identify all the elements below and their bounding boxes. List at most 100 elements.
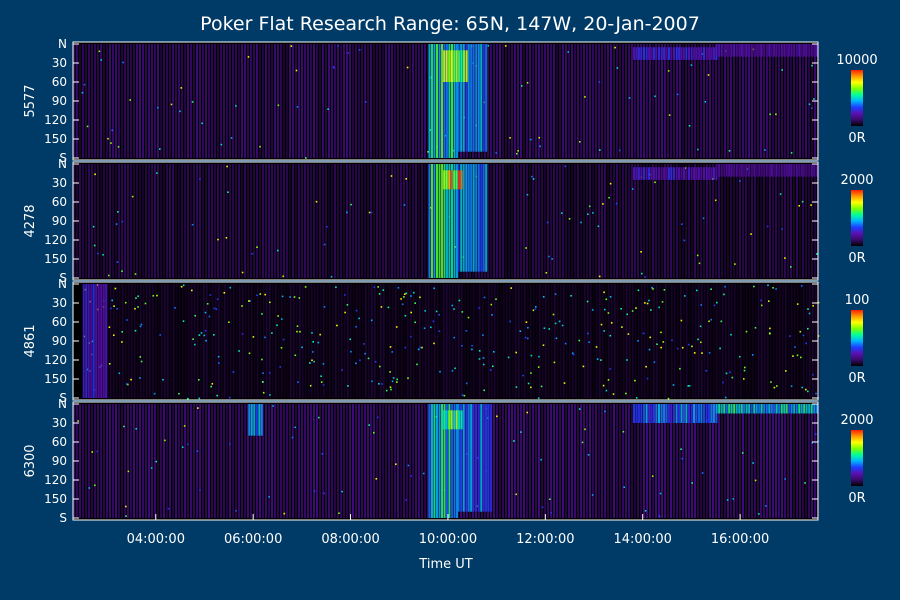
background-streak	[325, 164, 327, 278]
noise-pixel	[211, 383, 214, 385]
noise-pixel	[264, 293, 266, 296]
noise-pixel	[517, 150, 519, 152]
noise-pixel	[510, 287, 512, 289]
emission-streak	[720, 44, 723, 57]
emission-streak	[467, 44, 470, 152]
background-streak	[316, 164, 318, 278]
background-streak	[325, 404, 327, 518]
background-streak	[367, 164, 369, 278]
emission-streak	[793, 44, 796, 57]
background-streak	[322, 284, 325, 398]
emission-streak	[460, 164, 463, 272]
noise-pixel	[407, 464, 410, 467]
background-streak	[766, 44, 768, 158]
emission-streak	[670, 167, 673, 180]
noise-pixel	[410, 335, 412, 338]
background-streak	[592, 404, 594, 518]
background-streak	[82, 404, 84, 518]
emission-streak	[446, 44, 448, 158]
emission-streak	[457, 164, 460, 272]
background-streak	[778, 284, 781, 398]
background-streak	[289, 284, 292, 398]
noise-pixel	[301, 346, 303, 349]
background-streak	[226, 284, 229, 398]
background-streak	[595, 44, 597, 158]
background-streak	[205, 44, 207, 158]
noise-pixel	[271, 332, 273, 334]
emission-streak	[693, 167, 695, 180]
background-streak	[355, 164, 357, 278]
noise-pixel	[734, 263, 736, 265]
background-streak	[682, 164, 684, 278]
noise-pixel	[652, 288, 654, 290]
background-streak	[508, 284, 511, 398]
background-streak	[346, 164, 348, 278]
noise-pixel	[623, 486, 625, 488]
noise-pixel	[493, 351, 495, 353]
background-streak	[643, 404, 645, 518]
emission-streak	[680, 404, 683, 423]
noise-pixel	[391, 380, 394, 383]
background-streak	[556, 44, 558, 158]
emission-streak	[728, 404, 731, 414]
emission-streak	[460, 404, 463, 512]
background-streak	[235, 164, 237, 278]
emission-streak	[780, 164, 783, 177]
panel-label: 6300	[23, 444, 38, 477]
emission-streak	[485, 164, 488, 272]
background-streak	[361, 284, 364, 398]
noise-pixel	[125, 505, 127, 508]
background-streak	[337, 44, 339, 158]
background-streak	[793, 164, 795, 278]
background-streak	[391, 284, 394, 398]
background-streak	[427, 44, 429, 158]
x-tick-label: 08:00:00	[321, 532, 379, 547]
noise-pixel	[390, 388, 392, 391]
background-streak	[313, 164, 315, 278]
background-streak	[718, 404, 720, 518]
noise-pixel	[424, 310, 426, 312]
emission-streak	[450, 50, 453, 82]
background-streak	[688, 44, 690, 158]
noise-pixel	[644, 276, 646, 278]
noise-pixel	[210, 385, 212, 388]
background-streak	[793, 404, 795, 518]
background-streak	[565, 44, 567, 158]
background-streak	[808, 284, 811, 398]
emission-streak	[698, 167, 700, 180]
noise-pixel	[280, 347, 283, 349]
emission-streak	[813, 44, 816, 57]
noise-pixel	[568, 218, 571, 220]
background-streak	[685, 284, 688, 398]
y-tick-label: N	[58, 157, 67, 171]
emission-streak	[738, 164, 741, 177]
background-streak	[343, 404, 345, 518]
background-streak	[493, 404, 495, 518]
background-streak	[412, 44, 414, 158]
background-streak	[628, 404, 630, 518]
noise-pixel	[723, 293, 725, 296]
background-streak	[283, 164, 285, 278]
y-tick-label: 120	[44, 473, 67, 487]
background-streak	[559, 284, 562, 398]
emission-streak	[673, 47, 675, 60]
background-streak	[115, 164, 117, 278]
background-streak	[769, 44, 771, 158]
emission-streak	[638, 47, 640, 60]
emission-streak	[700, 47, 703, 60]
noise-pixel	[600, 323, 603, 326]
noise-pixel	[731, 376, 734, 379]
background-streak	[583, 404, 585, 518]
noise-pixel	[513, 440, 515, 442]
background-streak	[565, 404, 567, 518]
background-streak	[403, 44, 405, 158]
noise-pixel	[609, 182, 612, 185]
emission-streak	[458, 50, 461, 82]
background-streak	[334, 284, 337, 398]
background-streak	[595, 404, 597, 518]
background-streak	[523, 404, 525, 518]
background-streak	[517, 404, 519, 518]
emission-streak	[730, 164, 733, 177]
noise-pixel	[452, 149, 455, 152]
noise-pixel	[213, 334, 215, 336]
